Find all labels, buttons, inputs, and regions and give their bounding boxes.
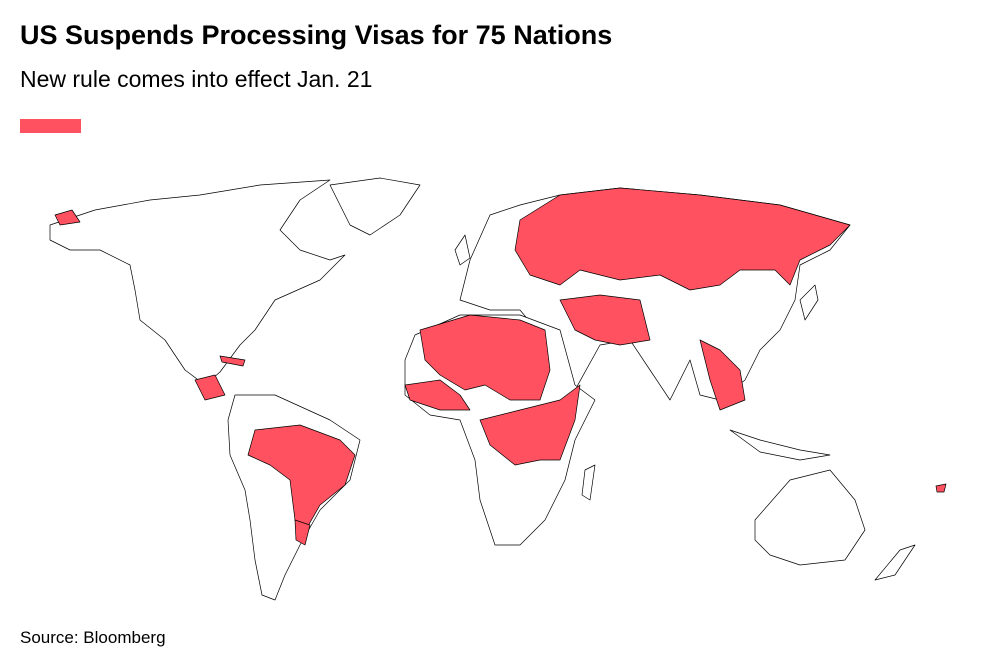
fiji bbox=[935, 483, 947, 493]
brazil bbox=[247, 424, 356, 541]
central-africa bbox=[479, 384, 581, 466]
affected-countries bbox=[54, 187, 947, 546]
source: Source: Bloomberg bbox=[20, 628, 166, 647]
legend-swatch bbox=[20, 119, 81, 133]
middle-east bbox=[559, 294, 651, 346]
australia bbox=[754, 469, 866, 566]
alaska-region bbox=[54, 209, 81, 226]
japan bbox=[799, 284, 819, 321]
north-africa bbox=[419, 314, 551, 401]
north-america bbox=[49, 179, 346, 386]
caribbean bbox=[219, 355, 246, 367]
southeast-asia bbox=[699, 339, 746, 411]
central-america bbox=[194, 374, 226, 401]
indonesia bbox=[729, 429, 831, 461]
uruguay bbox=[294, 519, 311, 546]
subtitle: New rule comes into effect Jan. 21 bbox=[20, 66, 373, 92]
title: US Suspends Processing Visas for 75 Nati… bbox=[20, 20, 613, 50]
russia bbox=[514, 187, 851, 291]
uk bbox=[454, 234, 471, 266]
madagascar bbox=[581, 464, 596, 501]
greenland bbox=[329, 177, 421, 236]
new-zealand bbox=[874, 544, 916, 581]
west-africa bbox=[404, 379, 471, 411]
